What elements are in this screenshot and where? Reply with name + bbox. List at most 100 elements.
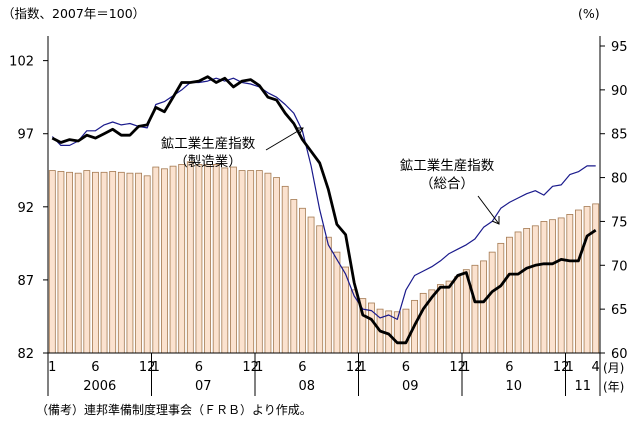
month-tick-label: 1 bbox=[255, 360, 263, 375]
bar bbox=[549, 219, 556, 354]
annotation-total-title: 鉱工業生産指数 bbox=[400, 158, 495, 174]
right-tick-label: 90 bbox=[611, 84, 628, 99]
annotation-manufacturing-arrow bbox=[265, 127, 304, 151]
bar bbox=[583, 206, 591, 354]
year-label: 09 bbox=[402, 379, 419, 394]
bar bbox=[299, 207, 306, 354]
bar bbox=[307, 216, 315, 354]
bar bbox=[592, 203, 600, 354]
bar bbox=[324, 236, 332, 354]
line-total bbox=[51, 77, 596, 320]
month-tick-label: 6 bbox=[298, 360, 306, 375]
bar bbox=[126, 172, 134, 354]
bar bbox=[66, 171, 73, 354]
right-tick-label: 80 bbox=[611, 172, 628, 187]
annotation-manufacturing-sub: （製造業） bbox=[174, 154, 242, 170]
bar bbox=[186, 161, 194, 354]
month-tick-label: 6 bbox=[195, 360, 203, 375]
right-axis-label: (%) bbox=[578, 6, 600, 21]
bar bbox=[575, 209, 582, 354]
month-tick-label: 1 bbox=[48, 360, 56, 375]
bar bbox=[238, 170, 246, 354]
right-tick-label: 85 bbox=[611, 128, 628, 143]
left-axis-label: （指数、2007年＝100） bbox=[2, 6, 145, 21]
bar bbox=[109, 171, 117, 354]
month-tick-label: 6 bbox=[402, 360, 410, 375]
bar bbox=[264, 172, 272, 354]
bar bbox=[281, 185, 289, 354]
annotation-manufacturing-arrowhead bbox=[295, 127, 304, 136]
month-tick-label: 1 bbox=[462, 360, 470, 375]
bar bbox=[531, 225, 539, 354]
bar bbox=[161, 168, 168, 354]
month-unit-label: (月) bbox=[603, 361, 624, 375]
line-manufacturing bbox=[51, 75, 597, 345]
right-tick-label: 60 bbox=[611, 347, 628, 362]
bar bbox=[83, 170, 91, 354]
month-tick-label: 1 bbox=[566, 360, 574, 375]
month-tick-label: 1 bbox=[152, 360, 160, 375]
bar bbox=[488, 251, 496, 354]
year-label: 2006 bbox=[83, 379, 116, 394]
bar bbox=[48, 170, 56, 354]
bar bbox=[100, 171, 108, 354]
bar bbox=[273, 177, 280, 354]
left-tick-label: 102 bbox=[9, 55, 34, 70]
month-tick-label: 12 bbox=[139, 360, 156, 375]
bar bbox=[178, 164, 186, 354]
right-tick-label: 95 bbox=[611, 40, 628, 55]
bar bbox=[290, 199, 298, 354]
year-label: 08 bbox=[298, 379, 315, 394]
month-tick-label: 6 bbox=[505, 360, 513, 375]
year-unit-label: (年) bbox=[603, 380, 624, 394]
right-tick-label: 65 bbox=[611, 303, 628, 318]
bar bbox=[497, 242, 505, 354]
month-tick-label: 12 bbox=[346, 360, 363, 375]
bar bbox=[471, 264, 479, 354]
bar bbox=[454, 276, 462, 354]
bar bbox=[514, 231, 522, 354]
bar bbox=[506, 236, 513, 354]
bar bbox=[169, 165, 177, 354]
bar-series bbox=[48, 161, 600, 354]
bar bbox=[247, 170, 255, 354]
month-tick-label: 12 bbox=[449, 360, 466, 375]
bar bbox=[135, 172, 142, 354]
bar bbox=[540, 221, 548, 354]
bar bbox=[117, 171, 125, 354]
bar bbox=[204, 164, 211, 354]
year-label: 07 bbox=[195, 379, 212, 394]
bar bbox=[92, 171, 99, 354]
right-tick-label: 75 bbox=[611, 215, 628, 230]
bar bbox=[402, 308, 410, 354]
left-tick-label: 92 bbox=[17, 201, 34, 216]
annotation-total-arrowhead bbox=[491, 216, 500, 225]
bar bbox=[57, 171, 65, 354]
bar bbox=[255, 170, 263, 354]
month-tick-label: 6 bbox=[91, 360, 99, 375]
bar bbox=[566, 214, 574, 354]
month-tick-label: 12 bbox=[553, 360, 570, 375]
bar bbox=[445, 280, 453, 354]
year-label: 11 bbox=[574, 379, 591, 394]
annotation-manufacturing-title: 鉱工業生産指数 bbox=[161, 136, 256, 152]
right-tick-label: 70 bbox=[611, 259, 628, 274]
month-tick-label: 1 bbox=[359, 360, 367, 375]
bar bbox=[143, 175, 151, 354]
bar bbox=[74, 172, 82, 354]
bar bbox=[316, 225, 324, 354]
year-label: 10 bbox=[505, 379, 522, 394]
bar bbox=[557, 217, 565, 354]
left-tick-label: 82 bbox=[17, 347, 34, 362]
bar bbox=[480, 260, 487, 354]
month-tick-label: 12 bbox=[242, 360, 259, 375]
left-tick-label: 97 bbox=[17, 128, 34, 143]
left-tick-label: 87 bbox=[17, 274, 34, 289]
bar bbox=[419, 292, 427, 354]
bar bbox=[523, 228, 531, 354]
bar bbox=[195, 164, 203, 354]
bar bbox=[221, 167, 229, 354]
bar bbox=[333, 251, 341, 354]
annotation-total-sub: （総合） bbox=[420, 176, 474, 192]
